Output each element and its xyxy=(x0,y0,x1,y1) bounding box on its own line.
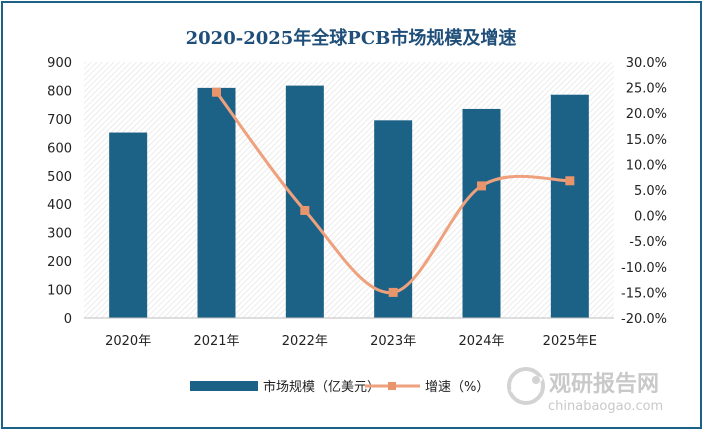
right-axis-tick-label: -10.0% xyxy=(621,261,667,276)
growth-markers xyxy=(212,87,575,297)
left-axis-tick-label: 700 xyxy=(47,113,72,128)
right-axis-tick-label: 10.0% xyxy=(626,158,667,173)
right-axis-tick-label: 25.0% xyxy=(626,82,667,97)
right-axis-tick-label: -20.0% xyxy=(621,312,667,327)
chart-title: 2020-2025年全球PCB市场规模及增速 xyxy=(186,27,517,49)
watermark-text: 观研报告网 xyxy=(549,372,659,397)
watermark-url: chinabaogao.com xyxy=(548,399,663,414)
right-axis-tick-label: 0.0% xyxy=(634,210,667,225)
legend-bar-label: 市场规模（亿美元） xyxy=(263,379,380,395)
growth-marker xyxy=(300,205,310,215)
right-axis-tick-label: -5.0% xyxy=(629,235,667,250)
x-axis-ticks: 2020年 2021年 2022年 2023年 2024年 2025年E xyxy=(105,334,597,349)
left-axis-tick-label: 900 xyxy=(47,56,72,71)
left-axis-tick-label: 0 xyxy=(64,312,72,327)
legend-marker-swatch xyxy=(388,382,396,390)
watermark: 观研报告网 chinabaogao.com xyxy=(507,367,663,414)
right-axis-ticks: -20.0% -15.0% -10.0% -5.0% 0.0% 5.0% 10.0% 15.0… xyxy=(621,56,667,327)
left-axis-tick-label: 100 xyxy=(47,284,72,299)
bar xyxy=(462,108,501,318)
x-axis-tick-label: 2022年 xyxy=(282,334,328,349)
bar xyxy=(285,85,324,318)
x-axis-tick-label: 2021年 xyxy=(193,334,239,349)
x-axis-tick-label: 2024年 xyxy=(458,334,504,349)
x-axis-tick-label: 2025年E xyxy=(543,334,597,349)
right-axis-tick-label: 30.0% xyxy=(626,56,667,71)
left-axis-tick-label: 500 xyxy=(47,170,72,185)
growth-marker xyxy=(388,287,398,297)
x-axis-tick-label: 2023年 xyxy=(370,334,416,349)
growth-marker xyxy=(565,176,575,186)
bar xyxy=(197,87,236,318)
x-axis-tick-label: 2020年 xyxy=(105,334,151,349)
bar xyxy=(550,94,589,318)
bar xyxy=(109,132,148,318)
legend-bar-swatch xyxy=(190,381,258,391)
legend-line-label: 增速（%） xyxy=(425,380,489,395)
legend: 市场规模（亿美元） 增速（%） xyxy=(190,379,489,395)
left-axis-tick-label: 600 xyxy=(47,141,72,156)
watermark-logo-icon xyxy=(507,367,545,405)
right-axis-tick-label: 20.0% xyxy=(626,107,667,122)
left-axis-ticks: 0 100 200 300 400 500 600 700 800 900 xyxy=(47,56,72,327)
left-axis-tick-label: 400 xyxy=(47,198,72,213)
right-axis-tick-label: -15.0% xyxy=(621,286,667,301)
left-axis-tick-label: 300 xyxy=(47,227,72,242)
right-axis-tick-label: 5.0% xyxy=(634,184,667,199)
growth-marker xyxy=(212,87,221,97)
plot-area-background xyxy=(84,62,614,318)
bar-series xyxy=(109,85,589,318)
left-axis-tick-label: 200 xyxy=(47,255,72,270)
right-axis-tick-label: 15.0% xyxy=(626,133,667,148)
growth-marker xyxy=(477,181,486,191)
left-axis-tick-label: 800 xyxy=(47,84,72,99)
